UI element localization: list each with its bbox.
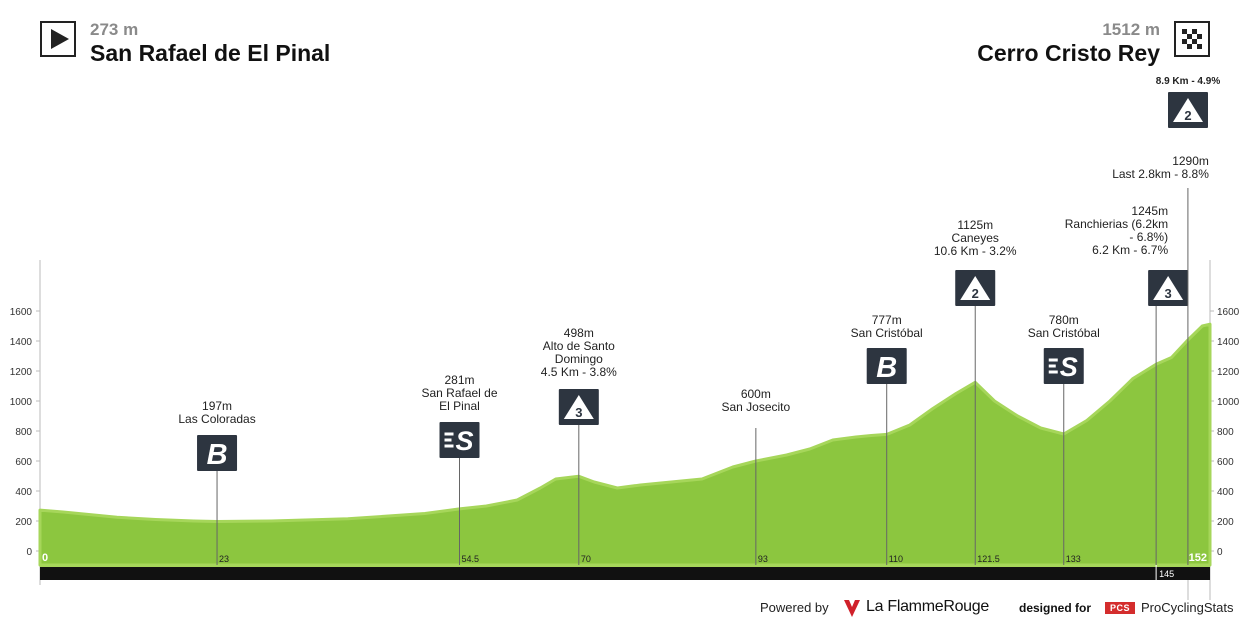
sprint-icon: S — [1043, 348, 1084, 384]
powered-by-text: Powered by — [760, 600, 829, 615]
x-tick-label: 70 — [581, 554, 591, 564]
svg-text:S: S — [455, 426, 473, 456]
annotation-label: 1125m — [957, 218, 993, 232]
annotation-label: El Pinal — [439, 399, 480, 413]
y-tick-label-right: 400 — [1217, 487, 1234, 498]
x-tick-label-remaining: 145 — [1159, 569, 1174, 579]
y-tick-label-left: 400 — [15, 487, 32, 498]
svg-text:2: 2 — [1184, 108, 1191, 123]
bonus-sprint-icon: B — [197, 435, 238, 471]
annotation-label: 6.2 Km - 6.7% — [1092, 243, 1168, 257]
y-tick-label-left: 800 — [15, 427, 32, 438]
climb-cat3-icon: 3 — [1148, 270, 1189, 306]
distance-bar — [40, 565, 1210, 580]
designed-for-text: designed for — [1019, 601, 1092, 615]
finish-flag — [1174, 21, 1210, 57]
annotation-label: Alto de Santo — [543, 339, 615, 353]
annotation-label: 281m — [444, 373, 474, 387]
x-tick-label: 93 — [758, 554, 768, 564]
finish-altitude: 1512 m — [1102, 20, 1160, 39]
climb-cat3-icon: 3 — [558, 389, 599, 425]
svg-text:3: 3 — [575, 405, 582, 420]
annotation-label: San Cristóbal — [1028, 326, 1100, 340]
y-tick-label-right: 1400 — [1217, 337, 1240, 348]
play-triangle-icon — [51, 29, 69, 49]
climb-cat2-icon: 2 — [1168, 92, 1208, 128]
y-tick-label-right: 0 — [1217, 547, 1223, 558]
y-tick-label-right: 600 — [1217, 457, 1234, 468]
y-tick-label-left: 1400 — [10, 337, 33, 348]
annotation-label: 8.9 Km - 4.9% — [1156, 76, 1221, 87]
sprint-icon: S — [439, 422, 480, 458]
svg-text:B: B — [876, 352, 897, 384]
start-info: 273 m San Rafael de El Pinal — [90, 20, 330, 66]
start-altitude: 273 m — [90, 20, 139, 39]
annotation-label: - 6.8%) — [1129, 230, 1168, 244]
elevation-profile-area — [38, 322, 1212, 567]
y-tick-label-left: 1000 — [10, 397, 33, 408]
annotation-label: 1290m — [1172, 154, 1209, 168]
start-name: San Rafael de El Pinal — [90, 40, 331, 66]
annotation-label: Ranchierias (6.2km — [1065, 217, 1168, 231]
pcs-logo-icon: PCS — [1105, 602, 1135, 614]
annotation-label: 4.5 Km - 3.8% — [541, 365, 617, 379]
x-tick-label-start: 0 — [42, 552, 48, 564]
svg-text:S: S — [1060, 352, 1078, 382]
annotation-label: 10.6 Km - 3.2% — [934, 244, 1017, 258]
annotation-label: San Rafael de — [421, 386, 497, 400]
start-flag — [40, 21, 76, 57]
svg-text:B: B — [207, 439, 228, 471]
finish-name: Cerro Cristo Rey — [977, 40, 1160, 66]
y-tick-label-left: 1600 — [10, 307, 33, 318]
annotation-label: Las Coloradas — [178, 412, 255, 426]
svg-text:3: 3 — [1165, 286, 1172, 301]
annotation-label: San Cristóbal — [851, 326, 923, 340]
svg-text:2: 2 — [972, 286, 979, 301]
x-tick-label: 23 — [219, 554, 229, 564]
la-flamme-rouge-name: La FlammeRouge — [866, 598, 989, 615]
annotation-label: Caneyes — [952, 231, 999, 245]
y-tick-label-left: 600 — [15, 457, 32, 468]
x-tick-label-finish: 152 — [1189, 552, 1207, 564]
annotation-label: 780m — [1049, 313, 1079, 327]
y-tick-label-right: 200 — [1217, 517, 1234, 528]
annotation-label: Last 2.8km - 8.8% — [1112, 167, 1209, 181]
y-tick-label-left: 0 — [26, 547, 32, 558]
y-tick-label-right: 800 — [1217, 427, 1234, 438]
annotation-label: 498m — [564, 326, 594, 340]
annotation-label: San Josecito — [721, 400, 790, 414]
y-tick-label-right: 1200 — [1217, 367, 1240, 378]
y-tick-label-left: 1200 — [10, 367, 33, 378]
y-tick-label-right: 1000 — [1217, 397, 1240, 408]
annotation-label: 197m — [202, 399, 232, 413]
y-tick-label-left: 200 — [15, 517, 32, 528]
footer: Powered by La FlammeRouge designed for P… — [0, 598, 1250, 620]
procyclingstats-name: ProCyclingStats — [1141, 600, 1234, 615]
x-tick-label: 121.5 — [977, 554, 1000, 564]
annotation-label: 600m — [741, 387, 771, 401]
x-tick-label: 54.5 — [462, 554, 480, 564]
x-tick-label: 110 — [889, 554, 903, 564]
finish-info: 1512 m Cerro Cristo Rey — [977, 20, 1160, 66]
x-tick-label: 133 — [1066, 554, 1081, 564]
annotation-label: 777m — [872, 313, 902, 327]
annotation-label: Domingo — [555, 352, 603, 366]
y-tick-label-right: 1600 — [1217, 307, 1240, 318]
la-flamme-rouge-logo-icon — [844, 600, 860, 617]
annotation-label: 1245m — [1131, 204, 1168, 218]
checkered-flag-icon — [1182, 29, 1202, 49]
bonus-sprint-icon: B — [866, 348, 907, 384]
climb-cat2-icon: 2 — [955, 270, 996, 306]
